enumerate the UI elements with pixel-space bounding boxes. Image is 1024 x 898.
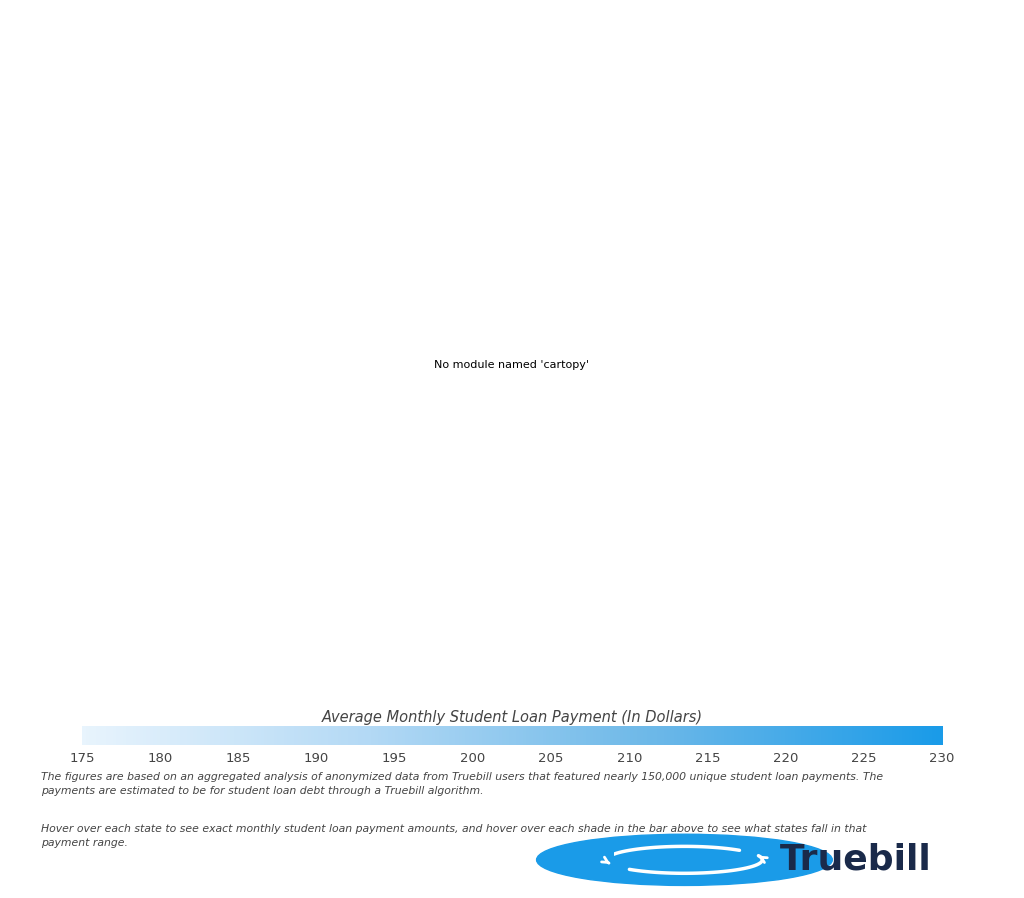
Text: 195: 195: [382, 753, 408, 765]
Text: The figures are based on an aggregated analysis of anonymized data from Truebill: The figures are based on an aggregated a…: [41, 772, 883, 797]
Text: Truebill: Truebill: [780, 843, 932, 876]
Text: No module named 'cartopy': No module named 'cartopy': [434, 360, 590, 370]
Text: 175: 175: [70, 753, 94, 765]
Text: 230: 230: [930, 753, 954, 765]
Text: Average Monthly Student Loan Payment (In Dollars): Average Monthly Student Loan Payment (In…: [322, 710, 702, 725]
Text: 185: 185: [225, 753, 251, 765]
Text: 180: 180: [147, 753, 173, 765]
Text: Hover over each state to see exact monthly student loan payment amounts, and hov: Hover over each state to see exact month…: [41, 824, 866, 849]
Text: 215: 215: [694, 753, 720, 765]
Text: 205: 205: [539, 753, 564, 765]
Text: 190: 190: [304, 753, 329, 765]
Text: 225: 225: [851, 753, 877, 765]
Text: 200: 200: [460, 753, 485, 765]
Text: 220: 220: [773, 753, 799, 765]
Circle shape: [537, 834, 833, 885]
Text: 210: 210: [616, 753, 642, 765]
